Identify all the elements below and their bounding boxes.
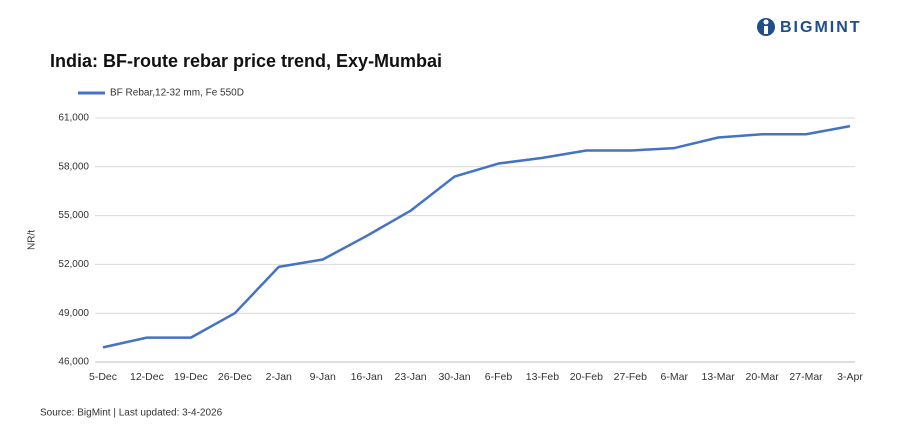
x-tick-label: 12-Dec: [130, 371, 164, 383]
line-series: [102, 124, 851, 349]
y-tick-label: 52,000: [58, 259, 89, 270]
y-tick-label: 55,000: [58, 210, 89, 221]
y-tick-label: 58,000: [58, 161, 89, 172]
legend-label: BF Rebar,12-32 mm, Fe 550D: [110, 88, 244, 99]
y-tick-label: 61,000: [58, 113, 89, 124]
x-tick-label: 2-Jan: [266, 371, 292, 383]
y-axis-label: NR/t: [27, 230, 38, 250]
x-tick-label: 23-Jan: [395, 371, 427, 383]
x-tick-label: 27-Feb: [614, 371, 647, 383]
x-tick-label: 16-Jan: [351, 371, 383, 383]
x-tick-label: 13-Feb: [526, 371, 559, 383]
x-tick-label: 19-Dec: [174, 371, 208, 383]
x-tick-label: 6-Feb: [485, 371, 513, 383]
x-tick-label: 27-Mar: [789, 371, 823, 383]
logo-icon-head: [763, 19, 769, 25]
x-tick-label: 20-Mar: [745, 371, 779, 383]
x-tick-label: 3-Apr: [837, 371, 863, 383]
y-tick-label: 46,000: [58, 357, 89, 368]
x-tick-label: 30-Jan: [438, 371, 470, 383]
source-note: Source: BigMint | Last updated: 3-4-2026: [40, 408, 223, 419]
x-tick-label: 5-Dec: [89, 371, 117, 383]
x-tick-label: 13-Mar: [702, 371, 736, 383]
logo: BIGMINT: [757, 18, 862, 36]
brand: BIGMINT: [780, 19, 862, 36]
x-tick-label: 6-Mar: [661, 371, 689, 383]
chart-title: India: BF-route rebar price trend, Exy-M…: [50, 51, 442, 71]
x-tick-label: 20-Feb: [570, 371, 603, 383]
x-tick-label: 26-Dec: [218, 371, 252, 383]
logo-icon-body: [764, 26, 768, 34]
y-tick-label: 49,000: [58, 308, 89, 319]
x-tick-label: 9-Jan: [310, 371, 336, 383]
